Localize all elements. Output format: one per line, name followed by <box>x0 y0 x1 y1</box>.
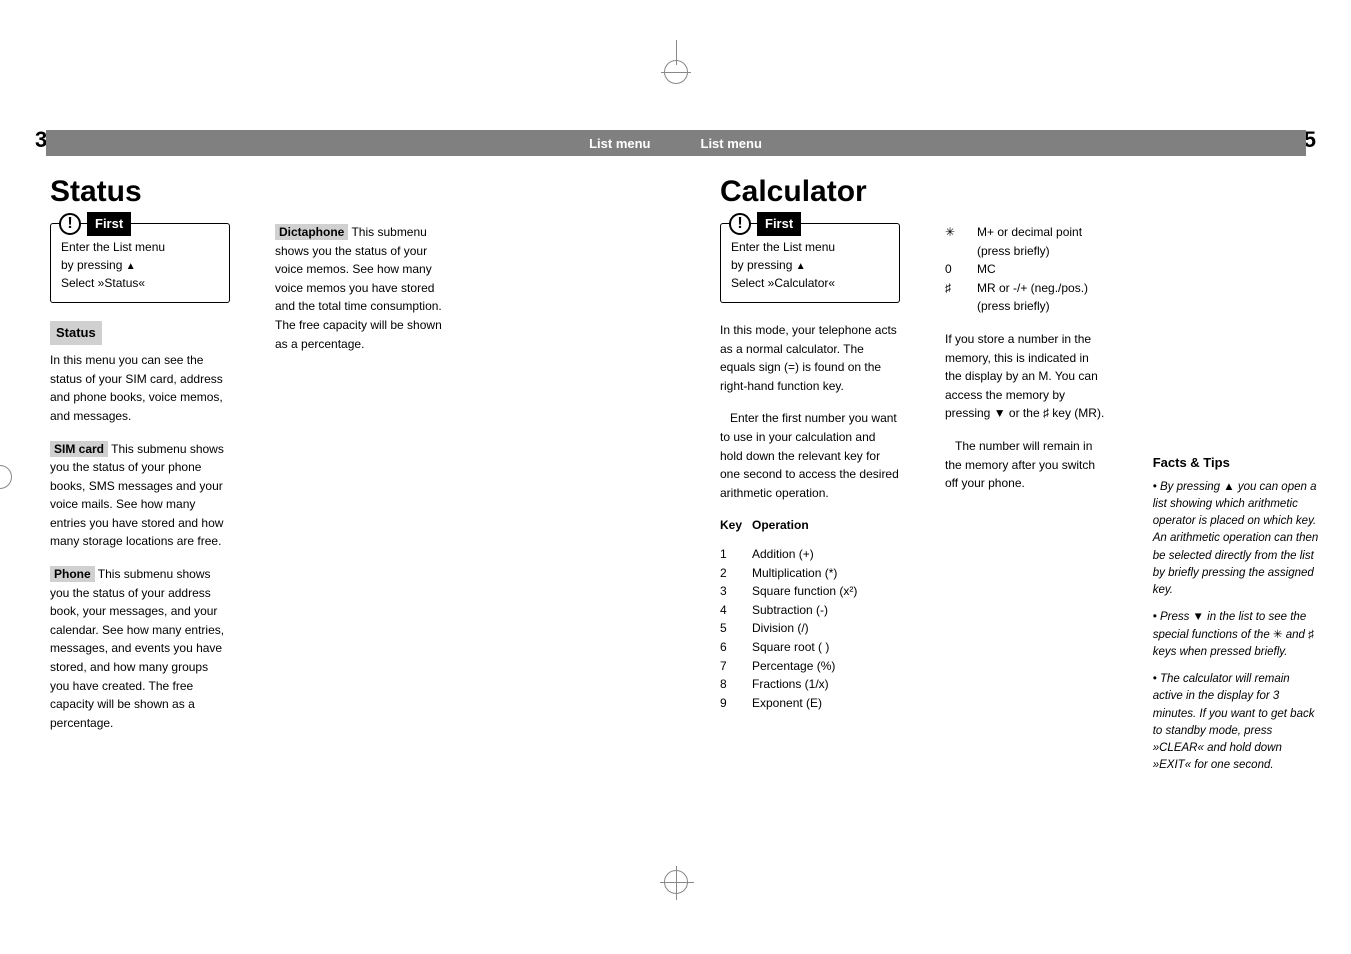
hash-icon: ♯ <box>1308 629 1314 641</box>
up-arrow-icon: ▲ <box>796 259 806 274</box>
key-op-row: 4Subtraction (-) <box>720 601 900 620</box>
key-op-row: 1Addition (+) <box>720 545 900 564</box>
first-box-line: by pressing ▲ <box>61 256 219 274</box>
facts-tips-title: Facts & Tips <box>1153 453 1320 473</box>
header-right-label: List menu <box>701 136 762 151</box>
crop-mark-bottom <box>664 870 688 894</box>
memory-paragraph: If you store a number in the memory, thi… <box>945 330 1108 423</box>
left-page: Status ! First Enter the List menu by pr… <box>50 175 650 746</box>
calc-paragraph: In this mode, your telephone acts as a n… <box>720 321 900 395</box>
memory-paragraph-2: The number will remain in the memory aft… <box>945 437 1108 493</box>
key-op-table: 1Addition (+)2Multiplication (*)3Square … <box>720 545 900 712</box>
key-op-row: 2Multiplication (*) <box>720 564 900 583</box>
calc-paragraph: Enter the first number you want to use i… <box>720 409 900 502</box>
dictaphone-label: Dictaphone <box>275 224 348 240</box>
facts-tip: • Press ▼ in the list to see the special… <box>1153 609 1320 661</box>
phone-paragraph: Phone This submenu shows you the status … <box>50 565 230 732</box>
first-box-line: Select »Status« <box>61 274 219 292</box>
first-box-line: Enter the List menu <box>731 238 889 256</box>
key-op-row: ♯MR or -/+ (neg./pos.) (press briefly) <box>945 279 1108 316</box>
page-title-calculator: Calculator <box>720 175 1320 209</box>
key-op-row: 9Exponent (E) <box>720 694 900 713</box>
key-op-header: KeyOperation <box>720 516 900 535</box>
down-arrow-icon: ▼ <box>1193 611 1204 623</box>
first-badge-label: First <box>757 212 801 236</box>
header-bar: List menu List menu <box>46 130 1306 156</box>
up-arrow-icon: ▲ <box>126 259 136 274</box>
crop-mark-top <box>646 40 706 100</box>
key-op-row: 5Division (/) <box>720 619 900 638</box>
right-page: Calculator ! First Enter the List menu b… <box>720 175 1320 785</box>
crop-mark-left <box>0 465 24 489</box>
key-op-row: 6Square root ( ) <box>720 638 900 657</box>
first-box-status: ! First Enter the List menu by pressing … <box>50 223 230 303</box>
first-badge-label: First <box>87 212 131 236</box>
up-arrow-icon: ▲ <box>1223 481 1234 493</box>
facts-tip: • The calculator will remain active in t… <box>1153 671 1320 775</box>
dictaphone-paragraph: Dictaphone This submenu shows you the st… <box>275 223 455 353</box>
facts-tip: • By pressing ▲ you can open a list show… <box>1153 479 1320 600</box>
star-icon: ✳ <box>1273 629 1283 641</box>
header-left-label: List menu <box>589 136 650 151</box>
key-op-row: 3Square function (x²) <box>720 582 900 601</box>
facts-tips-column: Facts & Tips • By pressing ▲ you can ope… <box>1153 453 1320 785</box>
first-box-line: by pressing ▲ <box>731 256 889 274</box>
sim-card-label: SIM card <box>50 441 108 457</box>
first-box-line: Select »Calculator« <box>731 274 889 292</box>
alert-icon: ! <box>59 213 81 235</box>
key-op-row: ✳M+ or decimal point (press briefly) <box>945 223 1108 260</box>
status-subheading: Status <box>50 321 102 345</box>
extra-key-table: ✳M+ or decimal point (press briefly)0MC♯… <box>945 223 1108 316</box>
sim-paragraph: SIM card This submenu shows you the stat… <box>50 440 230 552</box>
phone-label: Phone <box>50 566 95 582</box>
first-box-line: Enter the List menu <box>61 238 219 256</box>
down-arrow-icon: ▼ <box>994 406 1006 420</box>
first-box-calc: ! First Enter the List menu by pressing … <box>720 223 900 303</box>
key-op-row: 0MC <box>945 260 1108 279</box>
status-paragraph: In this menu you can see the status of y… <box>50 351 230 425</box>
key-op-row: 8Fractions (1/x) <box>720 675 900 694</box>
key-op-row: 7Percentage (%) <box>720 657 900 676</box>
alert-icon: ! <box>729 213 751 235</box>
page-title-status: Status <box>50 175 650 209</box>
